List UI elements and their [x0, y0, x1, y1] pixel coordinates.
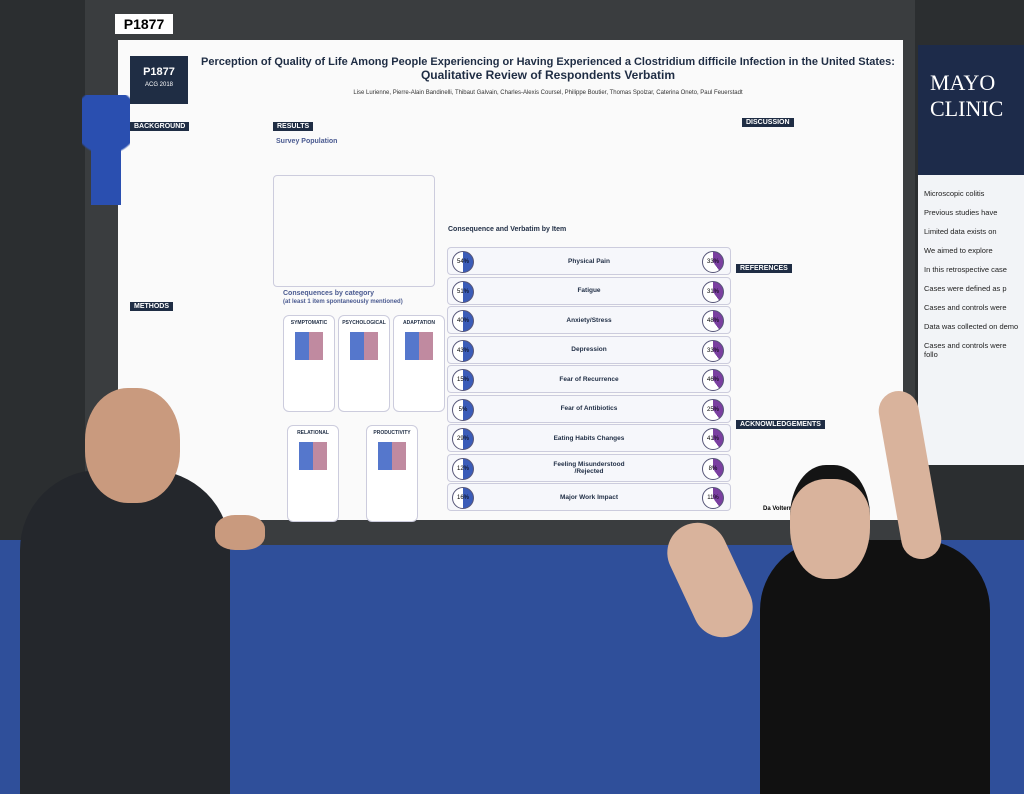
item-row: 29% Eating Habits Changes 41%	[447, 424, 731, 452]
side-bullet: Previous studies have	[924, 208, 998, 217]
side-bullet: Microscopic colitis	[924, 189, 985, 198]
past-share: 33%	[702, 251, 724, 273]
past-share: 25%	[702, 398, 724, 421]
item-row: 43% Depression 33%	[447, 335, 731, 364]
subheading: Consequences by category	[283, 290, 375, 297]
past-share: 11%	[702, 487, 724, 509]
side-bullet: In this retrospective case	[924, 265, 1007, 274]
item-row: 54% Physical Pain 33%	[447, 247, 731, 275]
item-row: 12% Feeling Misunderstood /Rejected 8%	[447, 453, 731, 482]
item-label: Feeling Misunderstood /Rejected	[553, 460, 625, 475]
current-share: 40%	[452, 310, 474, 332]
person-left-body	[20, 470, 230, 794]
category-bars	[405, 332, 433, 360]
category-label: ADAPTATION	[402, 320, 436, 326]
past-share: 48%	[702, 310, 724, 332]
category-label: PSYCHOLOGICAL	[342, 320, 386, 326]
subheading: Consequence and Verbatim by Item	[448, 226, 567, 233]
category-label: PRODUCTIVITY	[373, 430, 411, 436]
current-share: 51%	[452, 280, 474, 303]
current-share: 16%	[452, 487, 474, 509]
side-bullet: Cases and controls were follo	[924, 341, 1007, 359]
category-bars	[299, 442, 327, 470]
category-panel: RELATIONAL	[287, 425, 339, 522]
category-panel: ADAPTATION	[393, 315, 445, 412]
badge: P1877 ACG 2018	[130, 56, 188, 104]
category-bars	[378, 442, 406, 470]
item-row: 5% Fear of Antibiotics 25%	[447, 394, 731, 423]
current-share: 29%	[452, 428, 474, 450]
category-panel: PRODUCTIVITY	[366, 425, 418, 522]
item-label: Depression	[571, 346, 607, 353]
section-heading: ACKNOWLEDGEMENTS	[736, 420, 825, 429]
authors: Lise Lurienne, Pierre-Alain Bandinelli, …	[353, 90, 743, 96]
past-share: 33%	[702, 339, 724, 362]
poster-title: Perception of Quality of Life Among Peop…	[198, 56, 898, 82]
side-poster: MAYO CLINIC Microscopic colitis Previous …	[918, 45, 1024, 465]
category-bars	[295, 332, 323, 360]
poster-number-card: P1877	[115, 14, 173, 34]
item-label: Fear of Antibiotics	[560, 405, 618, 412]
item-row: 51% Fatigue 31%	[447, 276, 731, 305]
title-line: Perception of Quality of Life Among Peop…	[201, 56, 895, 68]
person-right-head	[790, 465, 870, 579]
current-share: 43%	[452, 339, 474, 362]
section-heading: BACKGROUND	[130, 122, 190, 131]
section-heading: REFERENCES	[736, 264, 792, 273]
item-label: Fatigue	[577, 287, 601, 294]
badge-conference: ACG 2018	[144, 82, 174, 88]
item-row: 16% Major Work Impact 11%	[447, 483, 731, 511]
item-label: Eating Habits Changes	[553, 434, 625, 442]
past-share: 8%	[702, 457, 724, 480]
item-label: Major Work Impact	[559, 493, 619, 501]
side-bullet: We aimed to explore	[924, 246, 993, 255]
side-bullet: Data was collected on demo	[924, 322, 1019, 331]
category-label: SYMPTOMATIC	[290, 320, 328, 326]
subheading: Survey Population	[276, 138, 338, 145]
section-heading: RESULTS	[273, 122, 314, 131]
current-share: 5%	[452, 398, 474, 421]
person-right-body	[760, 540, 990, 794]
category-bars	[350, 332, 378, 360]
person-left-head	[85, 388, 180, 503]
person-left-hand	[215, 515, 265, 550]
current-share: 12%	[452, 457, 474, 480]
side-bullets: Microscopic colitis Previous studies have…	[918, 175, 1024, 373]
current-share: 54%	[452, 251, 474, 273]
category-panel: PSYCHOLOGICAL	[338, 315, 390, 412]
side-title: MAYO CLINIC	[918, 45, 1024, 175]
past-share: 41%	[702, 428, 724, 450]
past-share: 31%	[702, 280, 724, 303]
category-label: RELATIONAL	[297, 430, 329, 436]
item-label: Fear of Recurrence	[559, 375, 619, 383]
side-bullet: Limited data exists on	[924, 227, 997, 236]
side-bullet: Cases were defined as p	[924, 284, 1007, 293]
current-share: 15%	[452, 369, 474, 391]
section-heading: METHODS	[130, 302, 173, 311]
past-share: 46%	[702, 369, 724, 391]
item-row: 40% Anxiety/Stress 48%	[447, 306, 731, 334]
title-line: Qualitative Review of Respondents Verbat…	[420, 68, 676, 82]
category-panel: SYMPTOMATIC	[283, 315, 335, 412]
item-row: 15% Fear of Recurrence 46%	[447, 365, 731, 393]
population-table	[273, 175, 435, 287]
badge-id: P1877	[143, 66, 175, 78]
subheading: (at least 1 item spontaneously mentioned…	[283, 299, 403, 305]
section-heading: DISCUSSION	[742, 118, 794, 127]
item-label: Physical Pain	[568, 257, 610, 265]
item-label: Anxiety/Stress	[566, 316, 612, 324]
ribbon	[82, 95, 130, 225]
side-bullet: Cases and controls were	[924, 303, 1007, 312]
